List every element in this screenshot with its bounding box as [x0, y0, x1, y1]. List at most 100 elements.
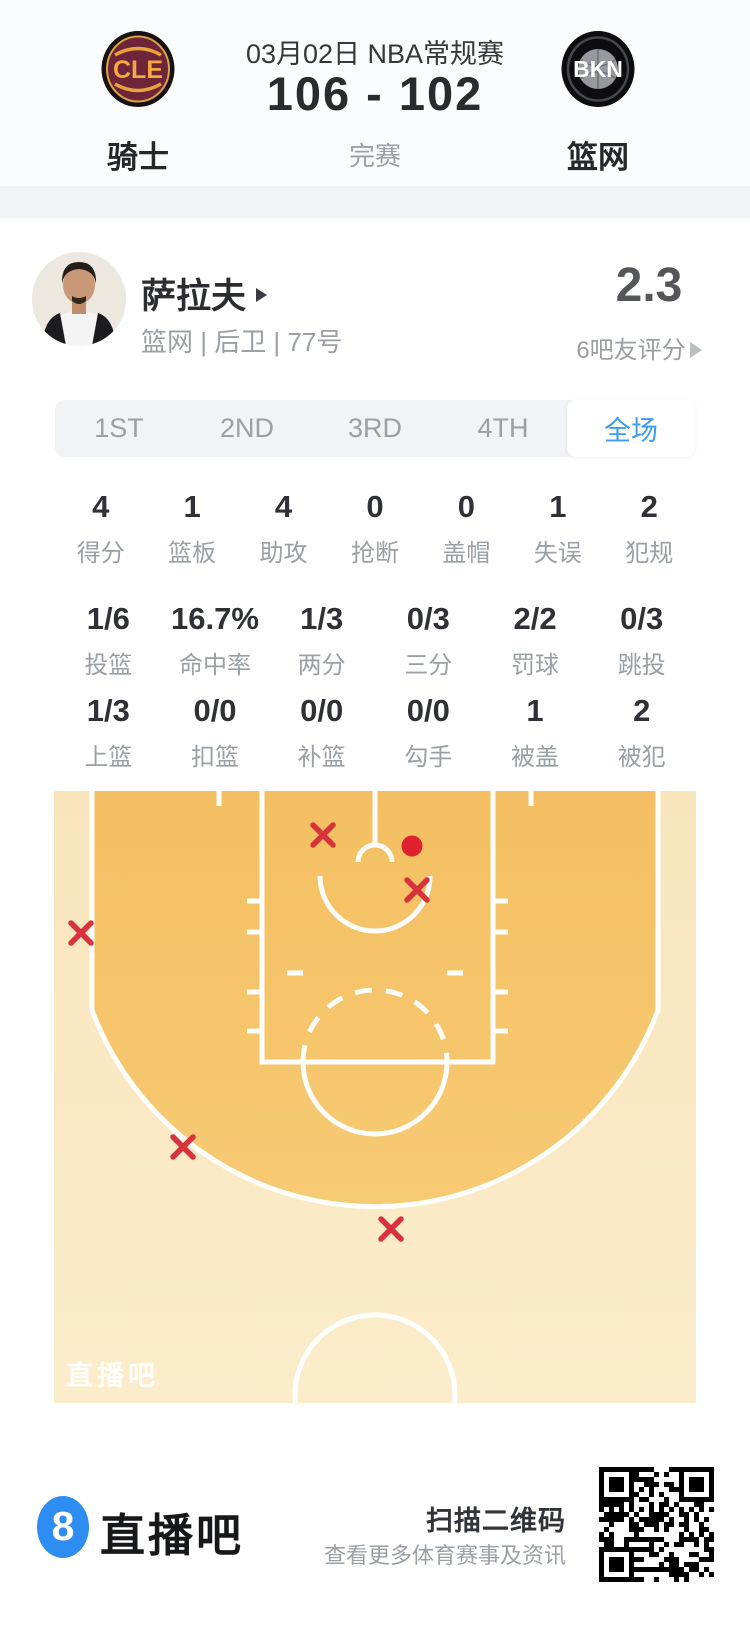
stat-投篮: 1/6 投篮	[55, 602, 162, 680]
stat-value: 0/3	[620, 601, 664, 636]
missed-shot-marker	[404, 877, 430, 903]
lane-ticks-left	[247, 898, 262, 1034]
brand-logo-glyph: 8	[51, 1502, 75, 1549]
lane-ticks-right	[493, 898, 508, 1034]
home-team-name: 骑士	[107, 140, 169, 175]
rating-caption-link[interactable]: 6吧友评分	[549, 330, 729, 365]
stat-value: 0/0	[300, 693, 344, 728]
match-status: 完赛	[348, 141, 401, 171]
stat-label: 盖帽	[442, 540, 491, 567]
brand-name: 直播吧	[100, 1510, 245, 1561]
stat-两分: 1/3 两分	[268, 602, 375, 680]
brand-logo-icon: 8	[37, 1496, 89, 1558]
stat-value: 1/3	[300, 601, 344, 636]
tab-3rd[interactable]: 3RD	[347, 413, 402, 443]
stat-value: 0/0	[193, 693, 237, 728]
stat-助攻: 4 助攻	[238, 490, 329, 568]
stat-label: 被犯	[617, 744, 666, 771]
stat-value: 1/3	[86, 693, 130, 728]
stat-value: 2	[640, 489, 658, 524]
missed-shot-marker	[170, 1134, 196, 1160]
court-watermark: 直播吧	[66, 1361, 159, 1391]
stat-勾手: 0/0 勾手	[375, 694, 482, 772]
rim-arc	[355, 842, 395, 863]
missed-shot-marker	[68, 920, 94, 946]
shot-marks	[68, 822, 430, 1242]
stat-得分: 4 得分	[55, 490, 146, 568]
stat-value: 1	[526, 693, 544, 728]
player-meta: 篮网 | 后卫 | 77号	[141, 327, 343, 357]
stat-label: 得分	[76, 540, 125, 567]
player-avatar[interactable]	[32, 252, 126, 346]
missed-shot-marker	[310, 822, 336, 848]
stat-命中率: 16.7% 命中率	[162, 602, 269, 680]
stat-value: 4	[274, 489, 293, 524]
stat-失误: 1 失误	[512, 490, 603, 568]
player-photo-icon	[32, 252, 126, 346]
court-inside-arc-area	[92, 791, 658, 1207]
stat-label: 罚球	[511, 652, 560, 679]
lane-lines	[259, 791, 496, 1065]
stat-value: 2	[633, 693, 651, 728]
player-rating: 2.3	[615, 259, 683, 312]
free-throw-circle-solid	[300, 1061, 450, 1137]
tab-全场[interactable]: 全场	[567, 400, 695, 457]
stat-label: 抢断	[350, 540, 399, 567]
svg-text:BKN: BKN	[573, 56, 623, 82]
match-score: 106 - 102	[266, 67, 484, 120]
shot-chart-court	[54, 791, 696, 1403]
match-header: 03月02日 NBA常规赛 106 - 102 完赛 CLE 骑士 BKN 篮网	[0, 0, 750, 186]
home-team-logo[interactable]: CLE	[100, 30, 176, 108]
stat-value: 0	[457, 489, 476, 524]
caret-right-icon	[256, 288, 268, 302]
stat-label: 跳投	[617, 652, 666, 679]
stat-label: 失误	[533, 540, 582, 567]
stat-补篮: 0/0 补篮	[268, 694, 375, 772]
away-team-logo[interactable]: BKN	[560, 30, 636, 108]
stat-三分: 0/3 三分	[375, 602, 482, 680]
missed-shot-marker	[378, 1216, 404, 1242]
stat-盖帽: 0 盖帽	[421, 490, 512, 568]
stat-扣篮: 0/0 扣篮	[162, 694, 269, 772]
stat-row-basic: 4 得分 1 篮板 4 助攻 0 抢断 0 盖帽 1 失误 2 犯规	[55, 490, 695, 568]
quarter-tabbar: 1ST 2ND 3RD 4TH 全场	[55, 400, 695, 457]
stat-label: 补篮	[297, 744, 346, 771]
three-point-line	[89, 791, 661, 1209]
tab-1st[interactable]: 1ST	[94, 413, 144, 443]
stat-value: 16.7%	[171, 601, 259, 636]
stat-label: 扣篮	[191, 744, 239, 771]
half-court-circle	[292, 1312, 458, 1403]
qr-code	[599, 1467, 714, 1582]
section-divider	[0, 186, 750, 218]
qr-scan-title: 扫描二维码	[426, 1506, 566, 1536]
svg-text:CLE: CLE	[113, 56, 163, 84]
stat-value: 1/6	[86, 601, 130, 636]
stat-被盖: 1 被盖	[482, 694, 589, 772]
nets-logo-icon: BKN	[561, 31, 635, 107]
tab-4th[interactable]: 4TH	[477, 413, 529, 443]
stat-label: 投篮	[84, 652, 133, 679]
stat-value: 1	[549, 489, 567, 524]
stat-value: 0/3	[406, 601, 450, 636]
stat-抢断: 0 抢断	[329, 490, 420, 568]
stat-row-detail: 1/3 上篮 0/0 扣篮 0/0 补篮 0/0 勾手 1 被盖 2 被犯	[55, 694, 695, 772]
stat-value: 0	[366, 489, 384, 524]
rating-caption: 6吧友评分	[576, 337, 686, 364]
stat-label: 犯规	[625, 540, 674, 567]
stat-label: 三分	[404, 652, 453, 679]
stat-label: 上篮	[84, 744, 133, 771]
stat-跳投: 0/3 跳投	[588, 602, 695, 680]
player-name-row[interactable]: 萨拉夫	[141, 268, 268, 319]
cavaliers-logo-icon: CLE	[101, 31, 175, 107]
stat-label: 两分	[297, 652, 346, 679]
arrow-right-icon	[689, 342, 702, 359]
stat-上篮: 1/3 上篮	[55, 694, 162, 772]
stat-被犯: 2 被犯	[588, 694, 695, 772]
baseline-ticks	[216, 791, 534, 806]
stat-篮板: 1 篮板	[146, 490, 237, 568]
away-team-name: 篮网	[567, 140, 629, 175]
stat-row-shooting: 1/6 投篮 16.7% 命中率 1/3 两分 0/3 三分 2/2 罚球 0/3 跳投	[55, 602, 695, 680]
match-date: 03月02日 NBA常规赛	[245, 39, 505, 69]
tab-2nd[interactable]: 2ND	[219, 413, 274, 443]
